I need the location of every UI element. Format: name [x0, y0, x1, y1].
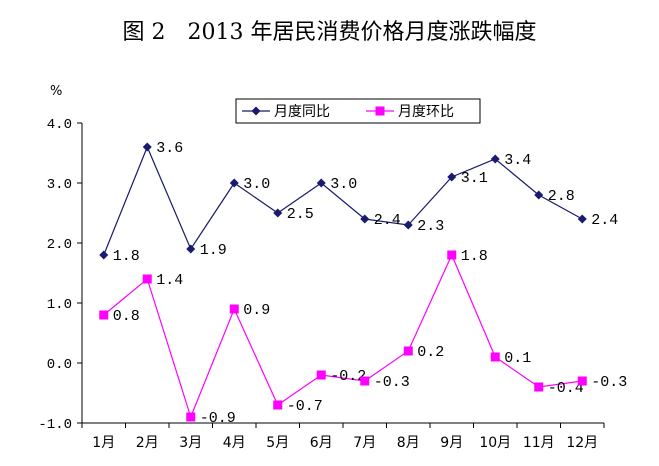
data-point — [403, 220, 413, 230]
x-tick-label: 6月 — [310, 435, 333, 451]
data-label: 1.8 — [113, 248, 140, 265]
x-tick-label: 1月 — [92, 435, 115, 451]
x-tick-label: 12月 — [566, 435, 598, 451]
data-label: -0.9 — [200, 410, 236, 427]
data-label: 1.9 — [200, 242, 227, 259]
legend-box — [235, 98, 481, 124]
data-point — [447, 172, 457, 182]
series-2: 0.8 1.4 -0.9 0.9 -0.7 -0.2 -0.3 0.2 1.8 0.1 -0.4 -0… — [99, 248, 627, 427]
y-tick-label: 1.0 — [47, 297, 72, 313]
data-label: -0.4 — [548, 380, 584, 397]
data-label: 0.9 — [243, 302, 270, 319]
data-point — [490, 154, 500, 164]
legend: 月度同比 月度环比 — [235, 98, 481, 124]
series-line — [103, 253, 583, 419]
data-label: 3.4 — [504, 152, 531, 169]
data-label: -0.3 — [591, 374, 627, 391]
y-tick-label: -1.0 — [38, 417, 72, 433]
data-point — [403, 346, 413, 356]
legend-marker — [375, 106, 385, 116]
series-line — [103, 145, 583, 256]
y-tick-label: 0.0 — [47, 357, 72, 373]
data-point — [273, 400, 283, 410]
data-point — [99, 250, 109, 260]
data-point — [577, 376, 587, 386]
data-point — [142, 274, 152, 284]
chart-title: 图 2 2013 年居民消费价格月度涨跌幅度 — [122, 20, 537, 45]
data-label: 3.6 — [156, 140, 183, 157]
x-tick-label: 11月 — [523, 435, 555, 451]
data-label: 3.0 — [330, 176, 357, 193]
x-tick-label: 7月 — [353, 435, 376, 451]
data-point — [273, 208, 283, 218]
data-point — [186, 412, 196, 422]
data-label: 0.1 — [504, 350, 531, 367]
series-layer: 1.8 3.6 1.9 3.0 2.5 3.0 2.4 2.3 3.1 3.4 2.8 2.4 0.8 1… — [99, 140, 627, 427]
data-point — [99, 310, 109, 320]
data-point — [229, 304, 239, 314]
data-point — [316, 178, 326, 188]
y-tick-label: 3.0 — [47, 177, 72, 193]
x-tick-label: 4月 — [223, 435, 246, 451]
data-label: 2.4 — [591, 212, 618, 229]
series-1: 1.8 3.6 1.9 3.0 2.5 3.0 2.4 2.3 3.1 3.4 2.8 2.4 — [99, 140, 618, 265]
data-label: 2.3 — [417, 218, 444, 235]
x-tick-label: 9月 — [440, 435, 463, 451]
y-tick-label: 4.0 — [47, 117, 72, 133]
data-point — [360, 214, 370, 224]
data-point — [316, 370, 326, 380]
data-label: 1.4 — [156, 272, 183, 289]
data-label: 3.1 — [461, 170, 488, 187]
data-point — [577, 214, 587, 224]
data-point — [142, 142, 152, 152]
data-point — [490, 352, 500, 362]
data-label: -0.3 — [374, 374, 410, 391]
x-tick-label: 2月 — [136, 435, 159, 451]
data-label: 3.0 — [243, 176, 270, 193]
legend-items: 月度同比 月度环比 — [242, 104, 454, 120]
x-tick-label: 5月 — [266, 435, 289, 451]
data-label: 2.5 — [287, 206, 314, 223]
data-point — [534, 190, 544, 200]
axes: 4.0 3.0 2.0 1.0 0.0 -1.0 1月 2月 3月 4月 5月 6月 7月 8月 9月 10月… — [38, 117, 605, 451]
legend-marker — [251, 106, 261, 116]
data-label: -0.7 — [287, 398, 323, 415]
data-label: 0.8 — [113, 308, 140, 325]
data-point — [360, 376, 370, 386]
data-point — [229, 178, 239, 188]
x-tick-label: 8月 — [397, 435, 420, 451]
data-label: 2.4 — [374, 212, 401, 229]
data-point — [534, 382, 544, 392]
y-tick-label: 2.0 — [47, 237, 72, 253]
data-label: 2.8 — [548, 188, 575, 205]
legend-label: 月度环比 — [398, 104, 454, 120]
legend-label: 月度同比 — [274, 104, 330, 120]
data-label: -0.2 — [330, 368, 366, 385]
data-point — [447, 250, 457, 260]
data-point — [186, 244, 196, 254]
x-tick-label: 10月 — [479, 435, 511, 451]
data-label: 0.2 — [417, 344, 444, 361]
x-tick-label: 3月 — [179, 435, 202, 451]
data-label: 1.8 — [461, 248, 488, 265]
y-axis-unit: % — [50, 84, 62, 99]
